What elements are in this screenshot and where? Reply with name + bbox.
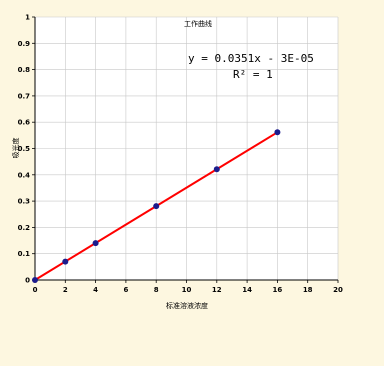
x-tick-label: 8: [154, 286, 159, 294]
data-point: [92, 240, 99, 247]
x-tick-label: 6: [123, 286, 128, 294]
axes: [32, 16, 339, 283]
x-tick-label: 4: [93, 286, 98, 294]
x-tick-label: 16: [273, 286, 283, 294]
x-axis-title: 标准溶液浓度: [166, 301, 208, 310]
grid-lines: [35, 16, 339, 280]
x-tick-labels: 0 2 4 6 8 10 12 14 16 18 20: [33, 286, 343, 294]
data-point: [213, 166, 220, 173]
trendline-equation: y = 0.0351x - 3E-05: [188, 52, 314, 65]
y-tick-label: 0.5: [18, 145, 31, 153]
y-tick-label: 0.8: [18, 66, 31, 74]
trendline-r-squared: R² = 1: [233, 68, 273, 81]
data-point: [62, 258, 69, 265]
x-tick-label: 10: [182, 286, 192, 294]
x-tick-label: 0: [33, 286, 38, 294]
data-point: [32, 277, 38, 283]
y-tick-label: 0: [25, 277, 30, 285]
x-tick-label: 20: [333, 286, 343, 294]
data-point: [153, 203, 160, 210]
x-tick-label: 18: [303, 286, 313, 294]
y-tick-label: 0.2: [18, 224, 31, 232]
x-tick-label: 14: [242, 286, 252, 294]
y-axis-title: 吸光度: [11, 138, 20, 159]
y-tick-label: 0.1: [18, 250, 31, 258]
chart-title: 工作曲线: [184, 19, 212, 28]
data-points: [32, 129, 281, 283]
y-tick-label: 0.6: [18, 119, 31, 127]
x-tick-label: 2: [63, 286, 68, 294]
y-tick-label: 0.9: [18, 40, 31, 48]
y-tick-label: 0.3: [18, 198, 31, 206]
y-tick-label: 0.7: [18, 92, 31, 100]
data-point: [274, 129, 281, 136]
y-tick-labels: 0 0.1 0.2 0.3 0.4 0.5 0.6 0.7 0.8 0.9 1: [18, 14, 31, 285]
y-tick-label: 0.4: [18, 171, 31, 179]
x-tick-label: 12: [212, 286, 222, 294]
y-tick-label: 1: [25, 14, 30, 22]
